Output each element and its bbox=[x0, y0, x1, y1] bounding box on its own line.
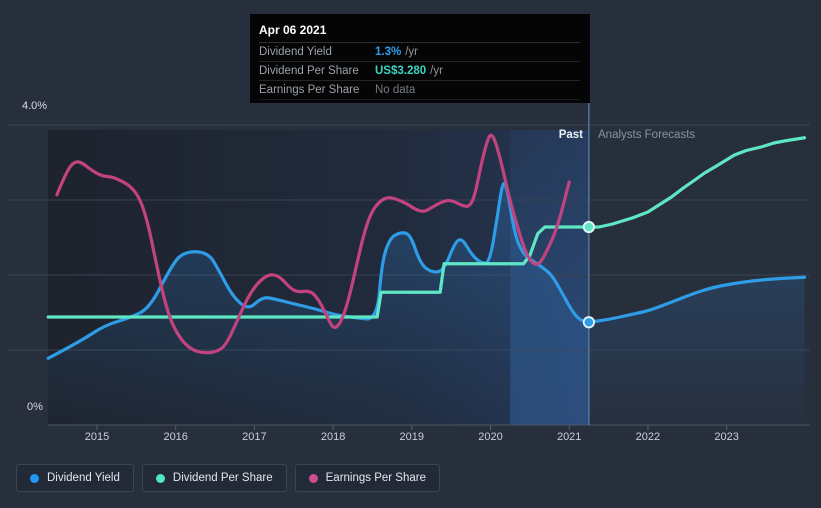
x-axis-label-2019: 2019 bbox=[399, 431, 425, 443]
y-axis-label-top: 4.0% bbox=[22, 100, 48, 112]
x-axis-labels: 2015 2016 2017 2018 2019 2020 2021 2022 2023 bbox=[0, 431, 821, 447]
x-axis-label-2021: 2021 bbox=[556, 431, 582, 443]
x-axis-label-2015: 2015 bbox=[84, 431, 110, 443]
past-label: Past bbox=[558, 129, 583, 141]
tooltip-row-label: Dividend Per Share bbox=[259, 65, 359, 77]
x-axis-label-2016: 2016 bbox=[163, 431, 188, 443]
earnings-per-share-dot-icon bbox=[308, 473, 318, 483]
legend: Dividend Yield Dividend Per Share Earnin… bbox=[16, 464, 440, 492]
tooltip-date: Apr 06 2021 bbox=[259, 20, 580, 43]
legend-item-dividend-yield[interactable]: Dividend Yield bbox=[16, 464, 134, 492]
tooltip-row-label: Dividend Yield bbox=[259, 46, 332, 58]
legend-item-dividend-per-share[interactable]: Dividend Per Share bbox=[141, 464, 287, 492]
legend-item-label: Dividend Per Share bbox=[172, 472, 273, 484]
x-axis-label-2023: 2023 bbox=[714, 431, 739, 443]
tooltip-row-value: US$3.280 bbox=[375, 65, 427, 77]
tooltip-row-value: 1.3% bbox=[375, 46, 402, 58]
x-axis-label-2020: 2020 bbox=[478, 431, 503, 443]
legend-item-label: Dividend Yield bbox=[47, 472, 120, 484]
dividend-per-share-dot-icon bbox=[155, 473, 165, 483]
tooltip-row-suffix: /yr bbox=[405, 46, 418, 58]
y-axis-label-bottom: 0% bbox=[27, 401, 43, 413]
legend-item-label: Earnings Per Share bbox=[325, 472, 426, 484]
tooltip-row-label: Earnings Per Share bbox=[259, 84, 360, 96]
x-axis-label-2018: 2018 bbox=[320, 431, 346, 443]
tooltip-row-dividend-yield: Dividend Yield 1.3% /yr bbox=[259, 43, 580, 62]
tooltip-row-suffix: /yr bbox=[430, 65, 443, 77]
analysts-forecasts-label: Analysts Forecasts bbox=[598, 129, 696, 141]
dividend-yield-dot-icon bbox=[30, 473, 39, 483]
tooltip: Apr 06 2021 Dividend Yield 1.3% /yr Divi… bbox=[250, 14, 590, 103]
tooltip-row-earnings-per-share: Earnings Per Share No data bbox=[259, 81, 580, 100]
x-axis-label-2022: 2022 bbox=[635, 431, 661, 443]
x-axis-label-2017: 2017 bbox=[242, 431, 267, 443]
tooltip-row-dividend-per-share: Dividend Per Share US$3.280 /yr bbox=[259, 62, 580, 81]
tooltip-row-value: No data bbox=[375, 84, 416, 96]
legend-item-earnings-per-share[interactable]: Earnings Per Share bbox=[294, 464, 440, 492]
